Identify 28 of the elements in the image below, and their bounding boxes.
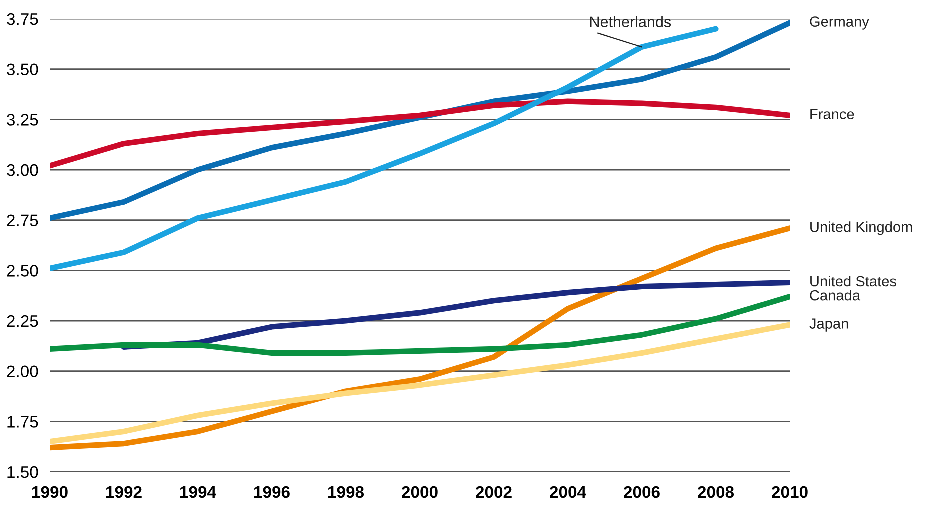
y-tick-label: 3.00 bbox=[7, 164, 38, 176]
series-label: United Kingdom bbox=[810, 222, 912, 236]
x-tick-label: 2000 bbox=[402, 486, 438, 498]
y-tick-label: 2.75 bbox=[7, 214, 38, 227]
x-tick-label: 1992 bbox=[106, 486, 142, 498]
x-tick-label: 1996 bbox=[254, 486, 290, 498]
y-tick-label: 3.50 bbox=[7, 64, 38, 76]
y-tick-label: 3.25 bbox=[7, 114, 38, 126]
x-tick-label: 1994 bbox=[180, 486, 216, 498]
x-tick-label: 1990 bbox=[32, 486, 68, 498]
y-tick-label: 3.75 bbox=[7, 13, 38, 26]
series-label: Canada bbox=[810, 290, 861, 301]
y-tick-label: 2.50 bbox=[7, 265, 38, 277]
x-tick-label: 1998 bbox=[328, 486, 364, 498]
series-label: France bbox=[810, 109, 854, 120]
y-tick-label: 2.25 bbox=[7, 315, 38, 328]
series-label: Japan bbox=[810, 318, 848, 332]
y-tick-label: 2.00 bbox=[7, 366, 38, 378]
series-label: Germany bbox=[810, 16, 870, 30]
series-label: Netherlands bbox=[590, 16, 672, 28]
x-tick-label: 2008 bbox=[698, 486, 734, 498]
series-label: United States bbox=[810, 276, 896, 287]
y-tick-label: 1.75 bbox=[8, 416, 38, 428]
x-tick-label: 2006 bbox=[624, 486, 660, 498]
x-tick-label: 2010 bbox=[772, 486, 808, 498]
x-tick-label: 2002 bbox=[476, 486, 512, 498]
x-tick-label: 2004 bbox=[550, 486, 586, 498]
y-tick-label: 1.50 bbox=[8, 466, 38, 478]
